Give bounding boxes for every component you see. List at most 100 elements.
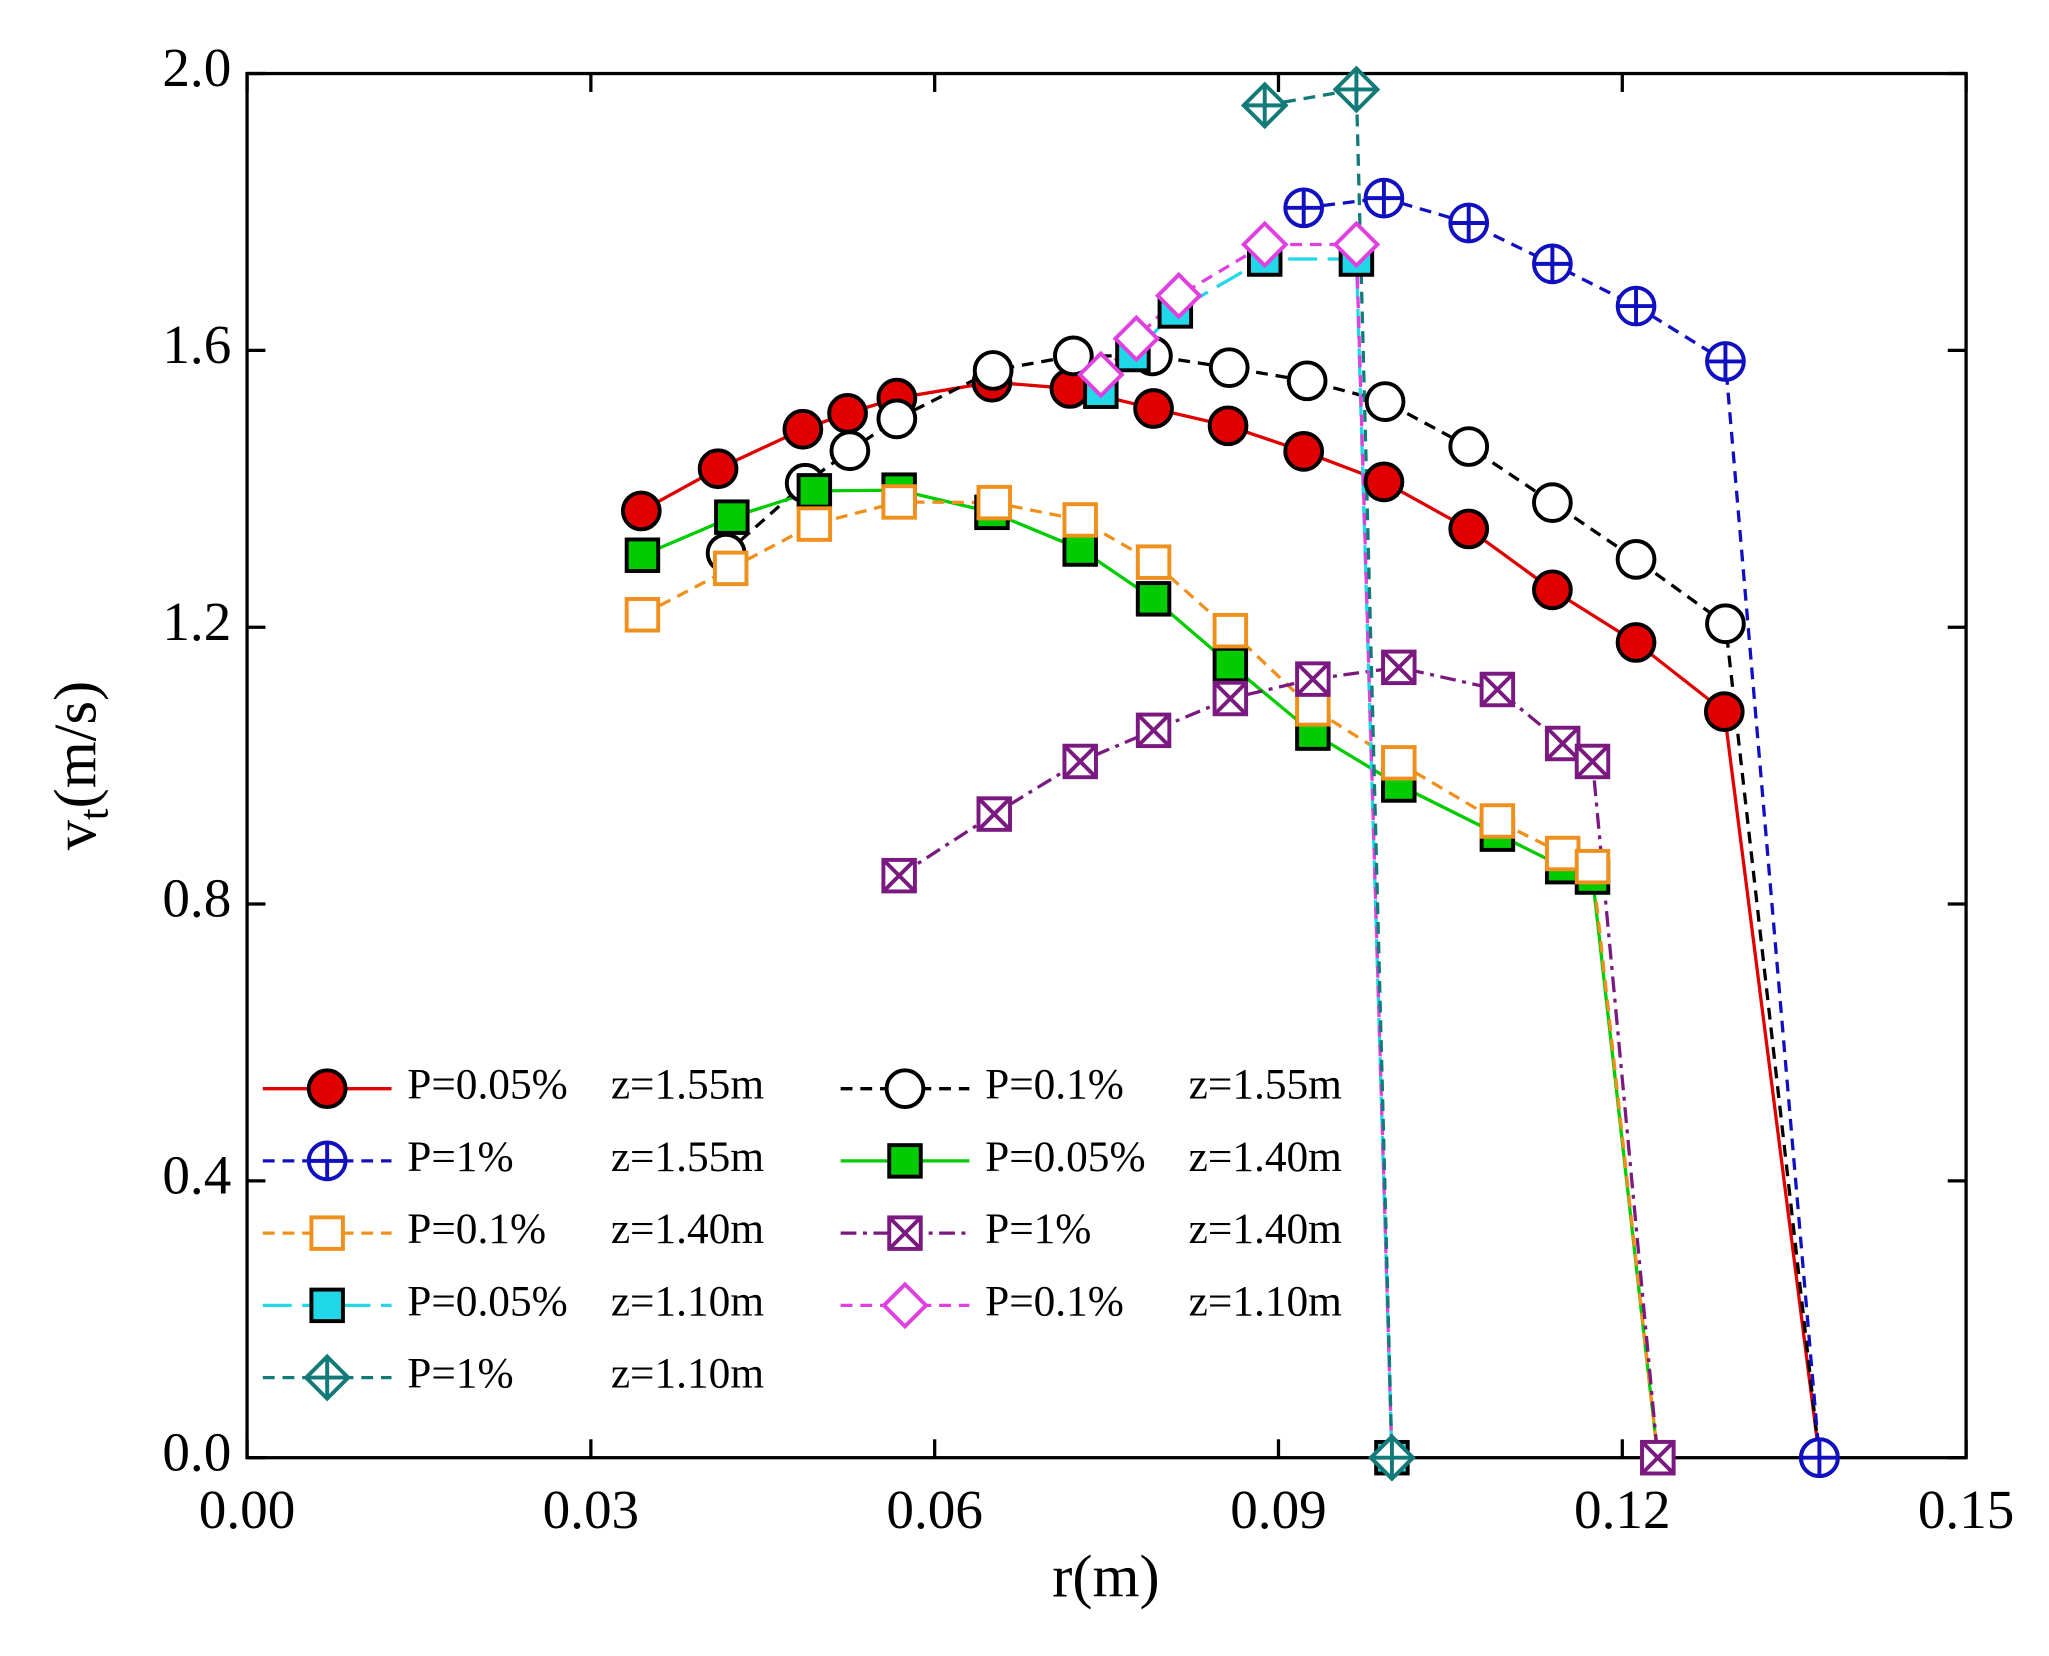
x-axis-label: r(m)	[1052, 1543, 1159, 1610]
marker	[1363, 461, 1405, 503]
marker	[1208, 347, 1250, 389]
x-tick-label: 0.06	[886, 1479, 983, 1540]
marker-shape	[782, 408, 824, 450]
marker-shape	[1479, 803, 1516, 839]
marker	[1615, 285, 1657, 327]
marker	[306, 1140, 348, 1182]
marker-shape	[876, 398, 918, 440]
marker-shape	[1286, 360, 1328, 402]
marker	[1574, 848, 1611, 885]
x-tick-label: 0.15	[1918, 1479, 2015, 1540]
legend-location: z=1.40m	[1189, 1205, 1342, 1253]
marker	[1479, 671, 1516, 708]
y-label-unit: (m/s)	[42, 681, 109, 808]
marker-shape	[829, 430, 871, 472]
marker	[1295, 661, 1331, 697]
marker-shape	[712, 550, 749, 587]
marker-shape	[1703, 691, 1745, 732]
marker-cross	[977, 796, 1012, 832]
marker-cross	[1063, 744, 1098, 779]
marker-shape	[1532, 482, 1573, 523]
legend-location: z=1.10m	[611, 1277, 764, 1325]
marker-cross	[1243, 84, 1286, 127]
marker	[1135, 581, 1172, 617]
marker	[1532, 569, 1573, 611]
marker	[1368, 1433, 1416, 1482]
marker-cross	[887, 1215, 923, 1251]
marker	[1332, 220, 1381, 269]
marker	[1381, 745, 1417, 781]
marker	[1286, 360, 1328, 402]
marker-shape	[1532, 569, 1573, 611]
marker-shape	[1295, 691, 1331, 727]
marker-shape	[1062, 531, 1098, 567]
marker	[1052, 335, 1094, 377]
legend-location: z=1.40m	[611, 1205, 764, 1253]
marker	[881, 484, 917, 520]
marker-shape	[881, 484, 917, 520]
legend-location: z=1.55m	[611, 1133, 764, 1181]
marker-shape	[620, 490, 662, 532]
marker-shape	[306, 1068, 348, 1110]
marker-shape	[827, 392, 868, 434]
marker-shape	[1052, 335, 1094, 377]
marker	[1207, 405, 1249, 447]
marker-shape	[624, 597, 661, 633]
marker-shape	[1212, 612, 1249, 649]
marker-shape	[887, 1143, 923, 1179]
legend-label: P=1%	[407, 1133, 513, 1181]
marker	[1544, 725, 1581, 762]
marker	[1532, 482, 1573, 523]
marker-shape	[1364, 381, 1406, 422]
series-line	[641, 488, 1660, 1458]
marker-shape	[714, 499, 750, 535]
marker-cross	[1213, 681, 1248, 716]
y-tick-label: 1.6	[162, 314, 231, 375]
marker	[1283, 431, 1325, 472]
marker	[796, 506, 833, 542]
marker-cross	[1370, 1436, 1413, 1479]
marker	[976, 796, 1012, 832]
marker-shape	[1544, 835, 1581, 872]
marker	[1112, 314, 1161, 363]
legend-location: z=1.55m	[1189, 1061, 1342, 1109]
marker-cross	[308, 1142, 346, 1180]
marker	[303, 1353, 351, 1402]
marker	[1574, 743, 1611, 780]
marker-shape	[1448, 426, 1490, 467]
marker	[1212, 612, 1249, 649]
marker-cross	[1285, 189, 1323, 227]
marker	[1062, 502, 1098, 538]
marker-shape	[972, 350, 1014, 391]
y-label-main: v	[42, 819, 109, 850]
marker	[1448, 426, 1490, 467]
marker	[881, 1281, 929, 1330]
series-line	[640, 380, 1822, 1458]
marker-cross	[1365, 179, 1403, 217]
marker-cross	[1707, 343, 1744, 380]
x-tick-label: 0.09	[1230, 1479, 1327, 1540]
marker	[1615, 622, 1657, 663]
marker-cross	[1450, 204, 1488, 242]
marker-cross	[1381, 650, 1416, 685]
marker-shape	[309, 1287, 345, 1324]
marker-cross	[1335, 68, 1378, 111]
legend-label: P=0.05%	[985, 1133, 1145, 1181]
marker	[1133, 388, 1174, 429]
marker	[1135, 712, 1172, 749]
marker-cross	[1480, 672, 1515, 707]
marker	[881, 857, 917, 894]
marker-shape	[1135, 581, 1172, 617]
marker-shape	[1574, 848, 1611, 885]
legend-location: z=1.10m	[1189, 1277, 1342, 1325]
marker	[1212, 680, 1249, 717]
marker	[782, 408, 824, 450]
plot-frame	[245, 71, 1968, 1460]
marker-cross	[1801, 1439, 1838, 1477]
marker	[1212, 646, 1249, 683]
marker-shape	[1332, 220, 1381, 269]
marker	[1283, 187, 1325, 229]
marker-shape	[1212, 646, 1249, 683]
